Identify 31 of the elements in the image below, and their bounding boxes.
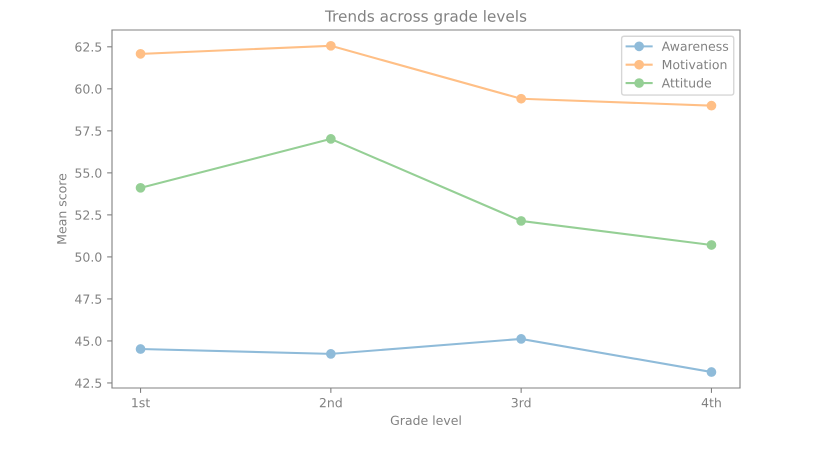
point — [136, 182, 146, 193]
x-tick-label: 3rd — [512, 398, 530, 408]
y-tick-label: 50.0 — [75, 252, 102, 262]
x-tick-label: 1st — [132, 398, 150, 408]
chart-title: Trends across grade levels — [324, 10, 526, 25]
point — [706, 100, 716, 110]
y-tick-label: 55.0 — [75, 168, 102, 178]
point — [516, 216, 526, 226]
y-tick-label: 52.5 — [75, 210, 102, 220]
y-tick-label: 57.5 — [75, 126, 102, 136]
point — [706, 240, 716, 250]
y-tick-label: 62.5 — [75, 42, 102, 52]
point — [326, 134, 336, 144]
y-tick-label: 45.0 — [75, 336, 102, 346]
point — [516, 334, 526, 344]
point — [516, 94, 526, 104]
x-tick-label: 4th — [702, 398, 721, 408]
legend-label: Motivation — [662, 60, 726, 70]
point — [136, 49, 146, 59]
y-tick-label: 42.5 — [75, 378, 102, 388]
point — [326, 40, 336, 51]
legend-label: Awareness — [662, 42, 728, 51]
point — [706, 367, 716, 377]
legend-label: Attitude — [662, 78, 712, 88]
point — [326, 349, 336, 359]
point — [136, 344, 146, 354]
x-tick-label: 2nd — [320, 398, 342, 408]
y-axis-title: Mean score — [57, 174, 66, 244]
y-tick-label: 47.5 — [75, 294, 102, 304]
y-tick-label: 60.0 — [75, 84, 102, 94]
x-axis-title: Grade level — [390, 415, 461, 426]
